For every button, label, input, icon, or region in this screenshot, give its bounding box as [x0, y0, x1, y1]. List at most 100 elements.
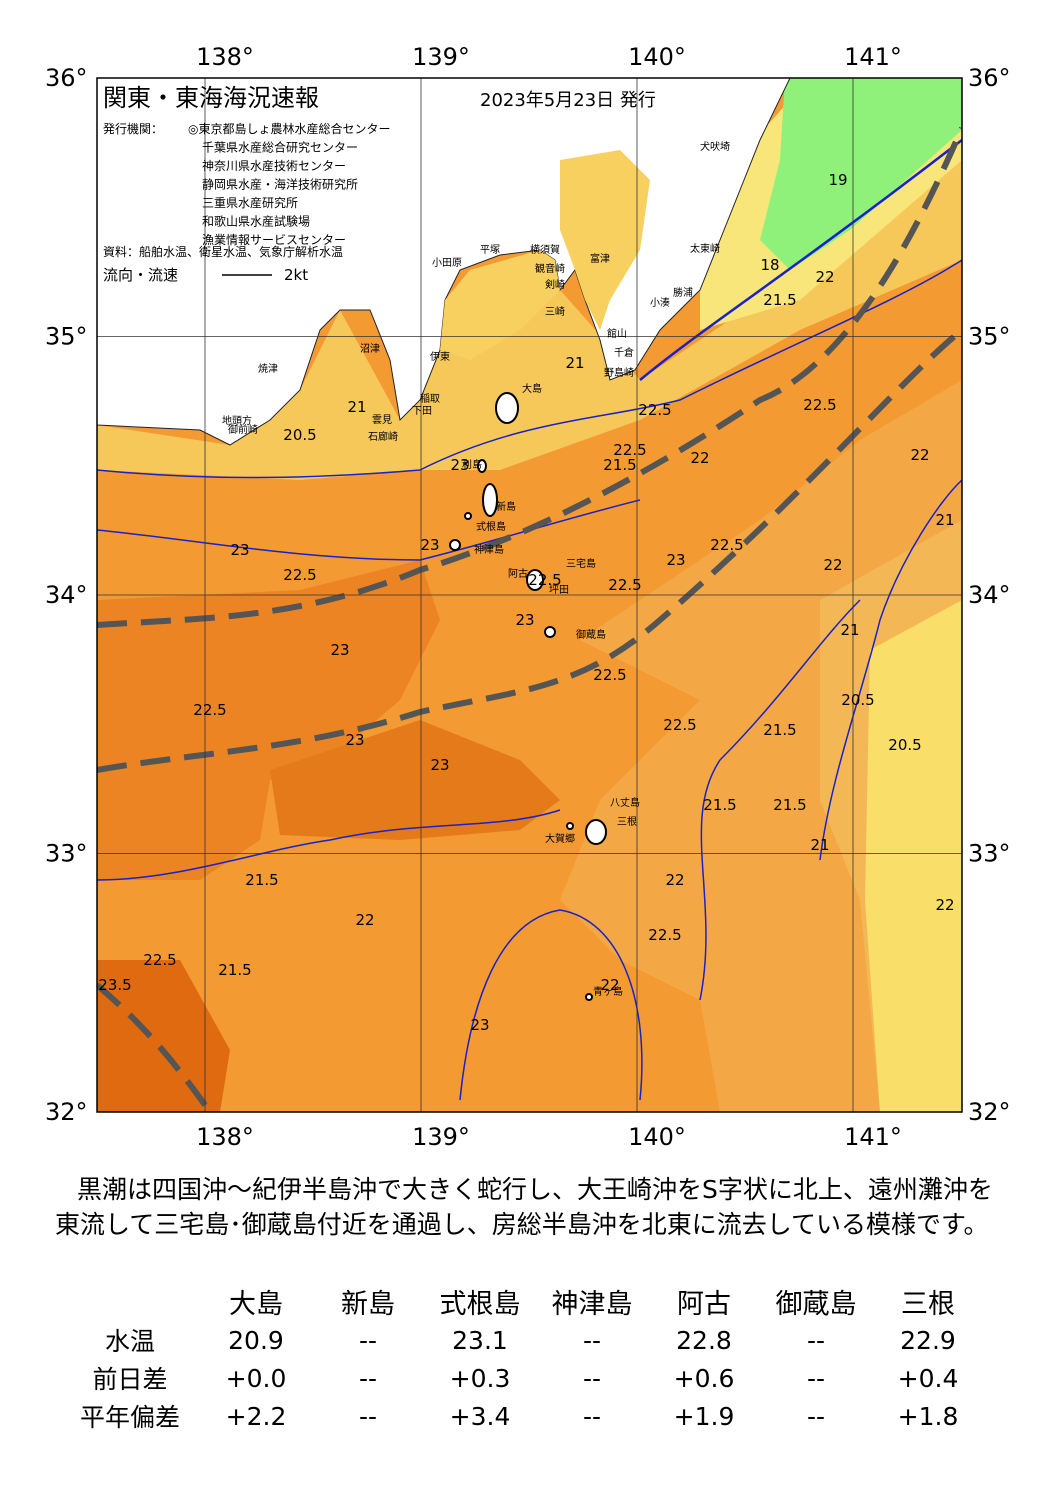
place-name: 観音崎 — [535, 262, 565, 275]
header: 関東・東海海況速報 2023年5月23日 発行 発行機関： ◎東京都島しょ農林水… — [103, 84, 656, 284]
place-name: 新島 — [496, 500, 516, 513]
cell: -- — [806, 1401, 826, 1431]
row-label: 平年偏差 — [79, 1403, 180, 1432]
place-name: 八丈島 — [610, 796, 640, 809]
place-name: 阿古 — [508, 567, 528, 580]
corner — [60, 1282, 200, 1321]
contour-label: 22.5 — [613, 441, 646, 459]
cell: +3.4 — [449, 1401, 511, 1431]
cell: -- — [358, 1325, 378, 1355]
island — [495, 392, 519, 424]
lon-label-bottom: 138° — [196, 1123, 254, 1151]
place-name: 御前崎 — [228, 423, 258, 436]
place-name: 野島崎 — [604, 366, 634, 379]
lon-label-top: 138° — [196, 43, 254, 71]
issuer-label: 発行機関： — [103, 121, 163, 136]
contour-label: 21.5 — [603, 456, 636, 474]
cell: +2.2 — [225, 1401, 287, 1431]
contour-label: 21.5 — [773, 796, 806, 814]
contour-label: 22 — [665, 871, 684, 889]
contour-label: 23 — [420, 536, 439, 554]
contour-label: 23 — [230, 541, 249, 559]
lon-label-bottom: 141° — [844, 1123, 902, 1151]
column-header: 阿古 — [677, 1289, 731, 1320]
tokyo-bay — [560, 150, 650, 330]
contours — [97, 139, 962, 1101]
cell: +1.9 — [673, 1401, 735, 1431]
contour-label: 22.5 — [803, 396, 836, 414]
column-header: 新島 — [341, 1289, 395, 1320]
place-name: 石廊崎 — [368, 430, 398, 443]
island — [585, 819, 607, 845]
lat-label-right: 34° — [968, 581, 1011, 609]
cell: +0.0 — [225, 1363, 287, 1393]
island — [449, 539, 461, 551]
cell: 22.8 — [676, 1325, 732, 1355]
place-name: 富津 — [590, 252, 610, 265]
place-name: 焼津 — [258, 363, 278, 375]
column-header: 大島 — [229, 1289, 283, 1320]
lat-label-left: 32° — [45, 1098, 88, 1126]
cell: 23.1 — [452, 1325, 508, 1355]
contour-label: 21 — [347, 398, 366, 416]
place-name: 小田原 — [432, 257, 462, 269]
data-source: 資料：船舶水温、衛星水温、気象庁解析水温 — [103, 244, 343, 259]
issuer: 神奈川県水産技術センター — [202, 158, 346, 173]
contour-label: 21.5 — [763, 721, 796, 739]
column-header: 式根島 — [439, 1289, 521, 1320]
place-name: 勝浦 — [673, 286, 693, 299]
current-scale: 2kt — [284, 266, 308, 284]
issuer: 和歌山県水産試験場 — [202, 214, 310, 229]
place-name: 大島 — [522, 382, 542, 395]
issuer: 静岡県水産・海洋技術研究所 — [202, 177, 358, 192]
lon-label-top: 139° — [412, 43, 470, 71]
contour-label: 21.5 — [218, 961, 251, 979]
column-header: 神津島 — [551, 1289, 633, 1320]
place-name: 青ヶ島 — [593, 985, 623, 998]
place-name: 御蔵島 — [576, 628, 606, 641]
cell: -- — [582, 1363, 602, 1393]
data-row: 水温 20.9 -- 23.1 -- 22.8 -- 22.9 — [60, 1321, 984, 1359]
cell: +1.8 — [897, 1401, 959, 1431]
contour-label: 20.5 — [283, 426, 316, 444]
sea-warmer — [97, 560, 440, 880]
cell: 22.9 — [900, 1325, 956, 1355]
contour-label: 22 — [355, 911, 374, 929]
summary: 黒潮は四国沖～紀伊半島沖で大きく蛇行し、大王崎沖をS字状に北上、遠州灘沖を東流し… — [55, 1175, 993, 1239]
place-name: 下田 — [412, 406, 432, 417]
lat-label-right: 36° — [968, 64, 1011, 92]
lon-label-bottom: 140° — [628, 1123, 686, 1151]
place-name: 太東崎 — [690, 242, 720, 255]
place-name: 三根 — [617, 815, 637, 828]
lon-label-top: 141° — [844, 43, 902, 71]
contour-label: 22.5 — [648, 926, 681, 944]
island — [566, 822, 574, 830]
contour-label: 22 — [815, 268, 834, 286]
place-name: 三宅島 — [566, 557, 596, 570]
contour-label: 20.5 — [888, 736, 921, 754]
axis-labels: 138° 138° 139° 139° 140° 140° 141° 141° 36° 36° 35… — [45, 43, 1011, 1151]
island — [585, 993, 593, 1001]
cell: -- — [358, 1401, 378, 1431]
island — [482, 483, 498, 517]
place-name: 利島 — [462, 458, 482, 471]
contour-label: 23 — [345, 731, 364, 749]
cold-water — [760, 78, 962, 270]
contour-label: 22.5 — [638, 401, 671, 419]
contour-label: 18 — [760, 256, 779, 274]
lat-label-left: 35° — [45, 323, 88, 351]
contour-label: 22 — [935, 896, 954, 914]
contour-label: 23.5 — [98, 976, 131, 994]
lat-label-left: 36° — [45, 64, 88, 92]
place-name: 犬吠埼 — [700, 140, 730, 153]
sea-cold — [865, 600, 962, 1112]
row-label: 水温 — [104, 1327, 155, 1356]
header-row: 大島 新島 式根島 神津島 阿古 御蔵島 三根 — [60, 1282, 984, 1321]
contour-label: 22 — [690, 449, 709, 467]
contour-label: 22 — [600, 976, 619, 994]
place-name: 館山 — [607, 327, 627, 340]
cell: +0.3 — [449, 1363, 511, 1393]
place-name: 平塚 — [480, 244, 500, 256]
place-name: 千倉 — [614, 346, 634, 359]
